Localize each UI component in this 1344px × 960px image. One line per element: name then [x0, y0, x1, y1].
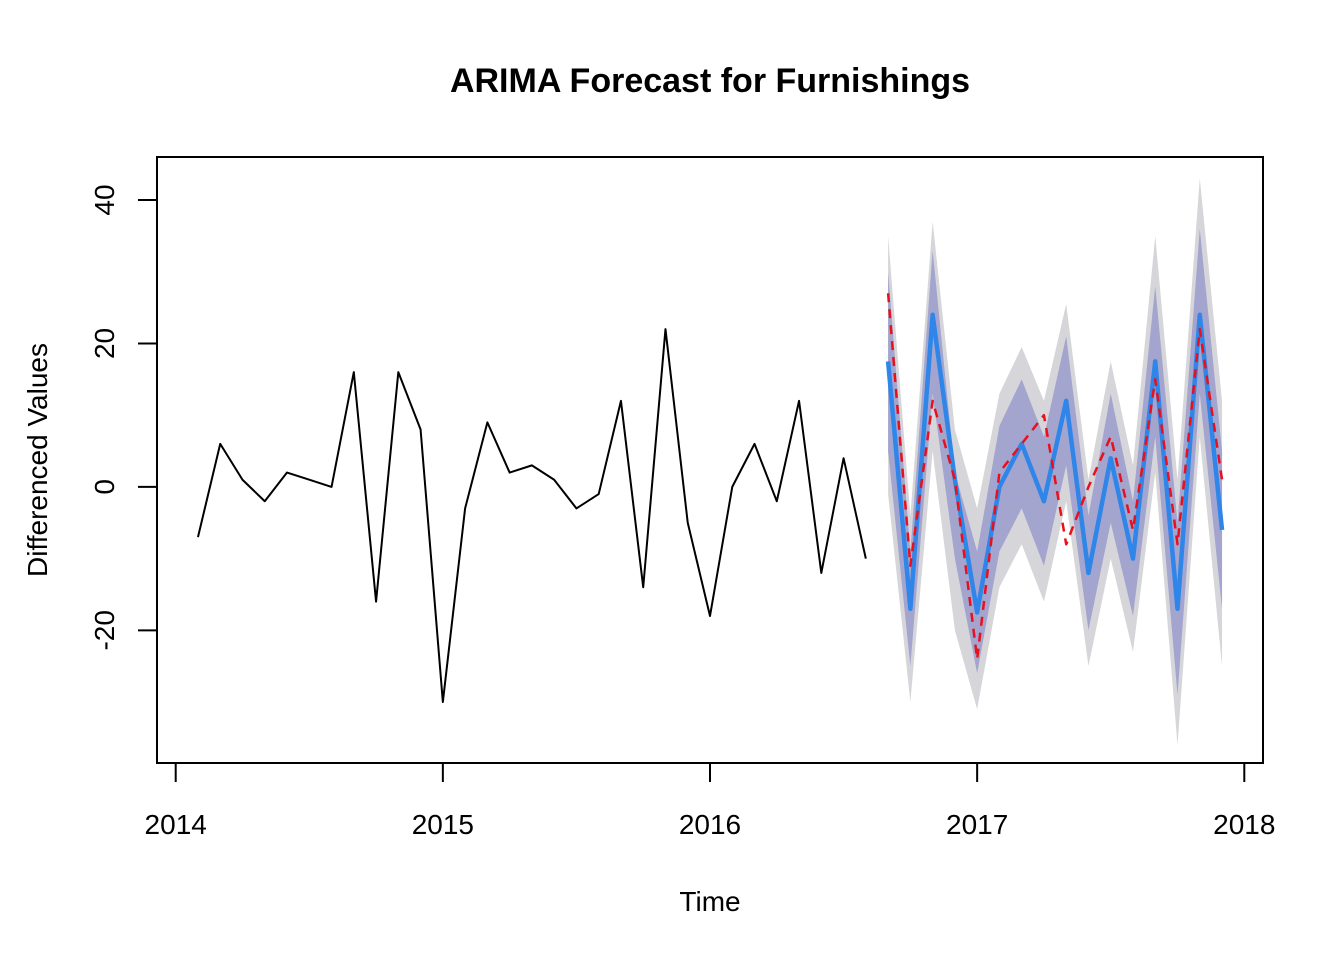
y-tick-label: 40 [89, 184, 120, 215]
x-tick-label: 2014 [145, 809, 207, 840]
x-tick-label: 2018 [1213, 809, 1275, 840]
chart-title: ARIMA Forecast for Furnishings [450, 62, 970, 100]
forecast-mean-line [885, 312, 1225, 615]
y-tick-label: -20 [89, 610, 120, 650]
x-axis-label: Time [679, 886, 740, 917]
y-axis: -20 0 20 40 [89, 184, 158, 651]
x-tick-label: 2017 [946, 809, 1008, 840]
y-axis-label: Differenced Values [22, 343, 53, 577]
actual-dashed-line [886, 293, 1224, 661]
history-line [196, 328, 867, 704]
y-tick-label: 0 [89, 479, 120, 495]
x-axis: 2014 2015 2016 2017 2018 [145, 762, 1275, 840]
x-tick-label: 2016 [679, 809, 741, 840]
y-tick-label: 20 [89, 328, 120, 359]
x-tick-label: 2015 [412, 809, 474, 840]
plot-layer [196, 178, 1225, 746]
